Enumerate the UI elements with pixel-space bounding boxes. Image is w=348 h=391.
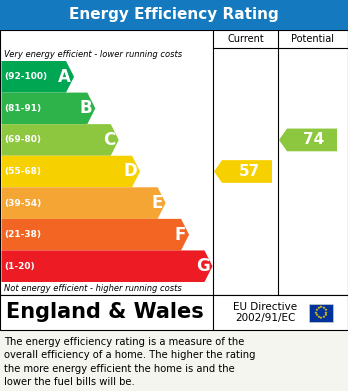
Text: ★: ★: [322, 315, 325, 319]
Text: B: B: [80, 99, 92, 117]
Text: ★: ★: [323, 313, 327, 317]
Text: Current: Current: [227, 34, 264, 44]
Bar: [0, 295, 348, 330]
Text: A: A: [58, 68, 71, 86]
Text: (69-80): (69-80): [5, 135, 41, 144]
Bar: [0, 0, 348, 30]
Polygon shape: [214, 160, 272, 183]
Text: The energy efficiency rating is a measure of the
overall efficiency of a home. T: The energy efficiency rating is a measur…: [4, 337, 255, 387]
Text: Not energy efficient - higher running costs: Not energy efficient - higher running co…: [4, 284, 182, 293]
Text: ★: ★: [319, 316, 323, 319]
Text: EU Directive
2002/91/EC: EU Directive 2002/91/EC: [234, 302, 298, 323]
Bar: [309, 303, 333, 321]
Bar: [0, 30, 348, 295]
Polygon shape: [279, 129, 337, 151]
Text: ★: ★: [315, 313, 318, 317]
Polygon shape: [1, 156, 140, 187]
Text: Potential: Potential: [292, 34, 334, 44]
Text: ★: ★: [323, 308, 327, 312]
Text: ★: ★: [315, 308, 318, 312]
Text: ★: ★: [317, 315, 321, 319]
Text: (21-38): (21-38): [5, 230, 41, 239]
Text: Energy Efficiency Rating: Energy Efficiency Rating: [69, 7, 279, 23]
Text: ★: ★: [317, 306, 321, 310]
Text: ★: ★: [319, 305, 323, 309]
Text: (1-20): (1-20): [5, 262, 35, 271]
Text: D: D: [123, 163, 137, 181]
Text: (81-91): (81-91): [5, 104, 42, 113]
Polygon shape: [1, 250, 213, 282]
Text: England & Wales: England & Wales: [6, 303, 204, 323]
Text: (39-54): (39-54): [5, 199, 42, 208]
Text: F: F: [175, 226, 186, 244]
Text: Very energy efficient - lower running costs: Very energy efficient - lower running co…: [4, 50, 182, 59]
Polygon shape: [1, 187, 166, 219]
Text: (92-100): (92-100): [5, 72, 48, 81]
Polygon shape: [1, 219, 189, 250]
Text: 57: 57: [238, 164, 260, 179]
Polygon shape: [1, 93, 95, 124]
Text: G: G: [196, 257, 209, 275]
Text: ★: ★: [314, 310, 318, 314]
Polygon shape: [1, 61, 74, 93]
Text: ★: ★: [324, 310, 328, 314]
Text: E: E: [151, 194, 163, 212]
Text: (55-68): (55-68): [5, 167, 41, 176]
Text: 74: 74: [303, 133, 325, 147]
Text: C: C: [103, 131, 116, 149]
Polygon shape: [1, 124, 119, 156]
Text: ★: ★: [322, 306, 325, 310]
